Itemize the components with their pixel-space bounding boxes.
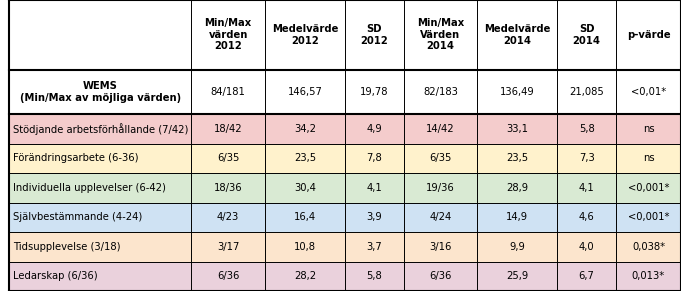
Text: 4/24: 4/24 [429, 212, 452, 222]
Text: SD
2012: SD 2012 [360, 24, 388, 46]
Text: 6/36: 6/36 [429, 271, 452, 281]
Text: Stödjande arbetsförhållande (7/42): Stödjande arbetsförhållande (7/42) [13, 123, 189, 135]
Text: p-värde: p-värde [627, 30, 670, 40]
Text: 4/23: 4/23 [217, 212, 239, 222]
Text: 18/36: 18/36 [214, 183, 242, 193]
Text: 10,8: 10,8 [294, 242, 316, 252]
Text: 7,8: 7,8 [366, 153, 382, 163]
Text: <0,001*: <0,001* [628, 183, 669, 193]
Bar [9, 262, 681, 291]
Text: 25,9: 25,9 [506, 271, 528, 281]
Text: 84/181: 84/181 [210, 87, 246, 97]
Text: 9,9: 9,9 [509, 242, 525, 252]
Text: 23,5: 23,5 [294, 153, 316, 163]
Text: 19,78: 19,78 [360, 87, 389, 97]
Text: 16,4: 16,4 [294, 212, 316, 222]
Bar [9, 70, 681, 114]
Text: Självbestämmande (4-24): Självbestämmande (4-24) [13, 212, 142, 222]
Text: 3/16: 3/16 [429, 242, 452, 252]
Text: 4,1: 4,1 [366, 183, 382, 193]
Text: ns: ns [643, 153, 654, 163]
Text: ns: ns [643, 124, 654, 134]
Text: 18/42: 18/42 [214, 124, 242, 134]
Text: 3/17: 3/17 [217, 242, 239, 252]
Text: 28,9: 28,9 [506, 183, 528, 193]
Text: Medelvärde
2014: Medelvärde 2014 [484, 24, 550, 46]
Text: 23,5: 23,5 [506, 153, 528, 163]
Text: 146,57: 146,57 [287, 87, 322, 97]
Text: 33,1: 33,1 [506, 124, 528, 134]
Text: 14/42: 14/42 [426, 124, 455, 134]
Text: WEMS
(Min/Max av möjliga värden): WEMS (Min/Max av möjliga värden) [20, 81, 180, 103]
Text: <0,01*: <0,01* [631, 87, 666, 97]
Text: 4,0: 4,0 [579, 242, 595, 252]
Bar [9, 203, 681, 232]
Text: 4,9: 4,9 [366, 124, 382, 134]
Text: Individuella upplevelser (6-42): Individuella upplevelser (6-42) [13, 183, 166, 193]
Text: 6/35: 6/35 [429, 153, 452, 163]
Text: Tidsupplevelse (3/18): Tidsupplevelse (3/18) [13, 242, 121, 252]
Text: 136,49: 136,49 [500, 87, 535, 97]
Text: Medelvärde
2012: Medelvärde 2012 [272, 24, 338, 46]
Bar [9, 114, 681, 143]
Text: 6/35: 6/35 [217, 153, 239, 163]
Text: <0,001*: <0,001* [628, 212, 669, 222]
Text: Ledarskap (6/36): Ledarskap (6/36) [13, 271, 97, 281]
Text: 14,9: 14,9 [506, 212, 528, 222]
Bar [9, 232, 681, 262]
Text: Min/Max
Värden
2014: Min/Max Värden 2014 [417, 18, 464, 52]
Text: Min/Max
värden
2012: Min/Max värden 2012 [204, 18, 252, 52]
Text: 34,2: 34,2 [294, 124, 316, 134]
Text: 3,7: 3,7 [366, 242, 382, 252]
Text: 0,013*: 0,013* [632, 271, 665, 281]
Bar [9, 0, 681, 70]
Text: 5,8: 5,8 [366, 271, 382, 281]
Text: 28,2: 28,2 [294, 271, 316, 281]
Text: 0,038*: 0,038* [632, 242, 665, 252]
Text: 82/183: 82/183 [423, 87, 458, 97]
Text: 21,085: 21,085 [569, 87, 604, 97]
Bar [9, 143, 681, 173]
Text: Förändringsarbete (6-36): Förändringsarbete (6-36) [13, 153, 138, 163]
Text: 4,1: 4,1 [579, 183, 595, 193]
Text: 6,7: 6,7 [579, 271, 595, 281]
Bar [9, 173, 681, 203]
Text: SD
2014: SD 2014 [573, 24, 601, 46]
Text: 3,9: 3,9 [366, 212, 382, 222]
Text: 19/36: 19/36 [426, 183, 455, 193]
Text: 30,4: 30,4 [294, 183, 316, 193]
Text: 5,8: 5,8 [579, 124, 595, 134]
Text: 6/36: 6/36 [217, 271, 239, 281]
Text: 4,6: 4,6 [579, 212, 595, 222]
Text: 7,3: 7,3 [579, 153, 595, 163]
